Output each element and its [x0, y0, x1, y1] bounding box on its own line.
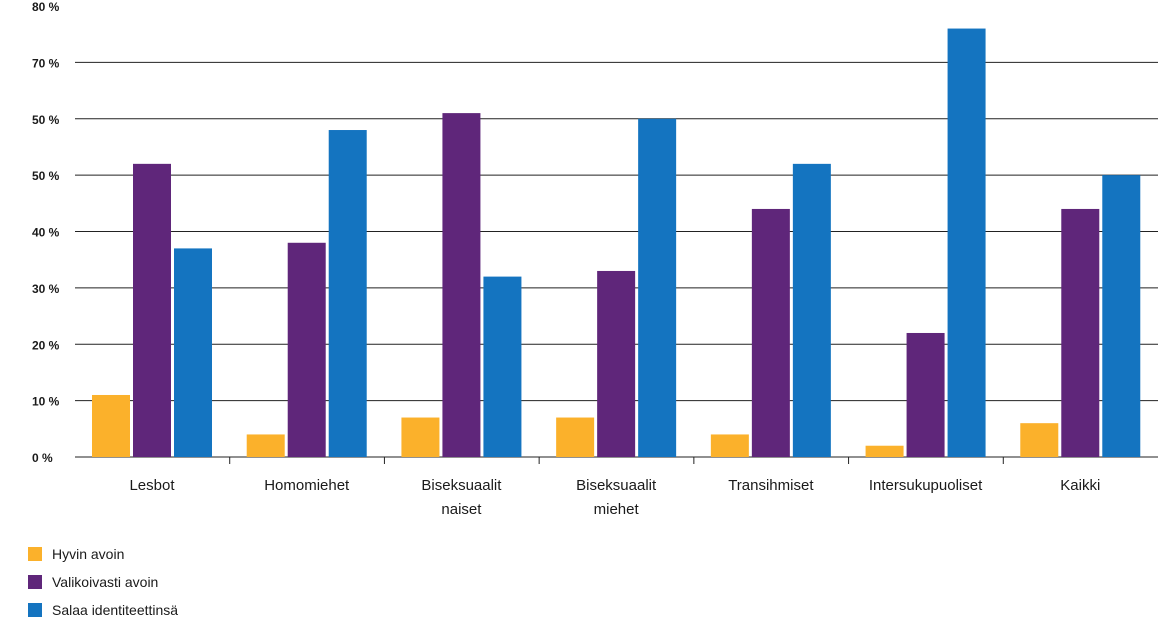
x-category-label: Kaikki	[1060, 477, 1100, 494]
bar	[906, 332, 945, 457]
x-category-label: Intersukupuoliset	[869, 477, 983, 494]
x-category-label: Homomiehet	[264, 477, 350, 494]
legend-swatch	[28, 547, 42, 561]
x-axis-categories: Lesbot Homomiehet Biseksuaalit naiset Biseks…	[129, 457, 1100, 518]
legend-label: Hyvin avoin	[52, 546, 125, 562]
y-tick-label: 0 %	[32, 451, 53, 465]
x-category-label: Biseksuaalit	[576, 477, 657, 494]
y-axis-ticks: 0 % 10 % 20 % 30 % 40 % 50 % 50 % 70 % 80 %	[32, 0, 60, 465]
bar	[947, 28, 986, 458]
bar	[751, 208, 790, 457]
bar	[1102, 175, 1141, 457]
bar	[638, 118, 677, 457]
bar	[865, 445, 904, 457]
y-tick-label: 50 %	[32, 169, 60, 183]
y-tick-label: 40 %	[32, 226, 60, 240]
bar	[442, 113, 481, 458]
y-tick-label: 10 %	[32, 395, 60, 409]
bar	[328, 130, 367, 457]
legend-item-valikoivasti-avoin: Valikoivasti avoin	[28, 568, 178, 596]
bar	[597, 270, 636, 457]
bar	[792, 163, 831, 457]
bar	[1061, 208, 1100, 457]
bar	[401, 417, 440, 457]
bar	[174, 248, 212, 457]
x-category-label: Lesbot	[129, 477, 175, 494]
y-tick-label: 80 %	[32, 0, 60, 14]
legend-label: Salaa identiteettinsä	[52, 602, 179, 618]
legend-swatch	[28, 575, 42, 589]
x-category-label: Transihmiset	[728, 477, 814, 494]
bar	[710, 434, 749, 457]
legend-item-hyvin-avoin: Hyvin avoin	[28, 540, 178, 568]
y-tick-label: 20 %	[32, 338, 60, 352]
y-tick-label: 50 %	[32, 113, 60, 127]
x-category-label: Biseksuaalit	[421, 477, 502, 494]
legend-label: Valikoivasti avoin	[52, 574, 159, 590]
bar	[556, 417, 595, 457]
legend: Hyvin avoin Valikoivasti avoin Salaa ide…	[28, 540, 178, 624]
legend-item-salaa-identiteettinsa: Salaa identiteettinsä	[28, 596, 178, 624]
bar	[92, 394, 130, 457]
bar	[1020, 423, 1059, 457]
y-tick-label: 70 %	[32, 56, 60, 70]
bar	[483, 276, 522, 457]
x-category-label: miehet	[594, 501, 640, 518]
bars	[92, 28, 1141, 458]
legend-swatch	[28, 603, 42, 617]
bar-chart: 0 % 10 % 20 % 30 % 40 % 50 % 50 % 70 % 80 % Lesb…	[32, 0, 1158, 518]
bar	[287, 242, 326, 457]
y-tick-label: 30 %	[32, 282, 60, 296]
bar	[133, 163, 171, 457]
bar	[246, 434, 285, 457]
x-category-label: naiset	[441, 501, 482, 518]
